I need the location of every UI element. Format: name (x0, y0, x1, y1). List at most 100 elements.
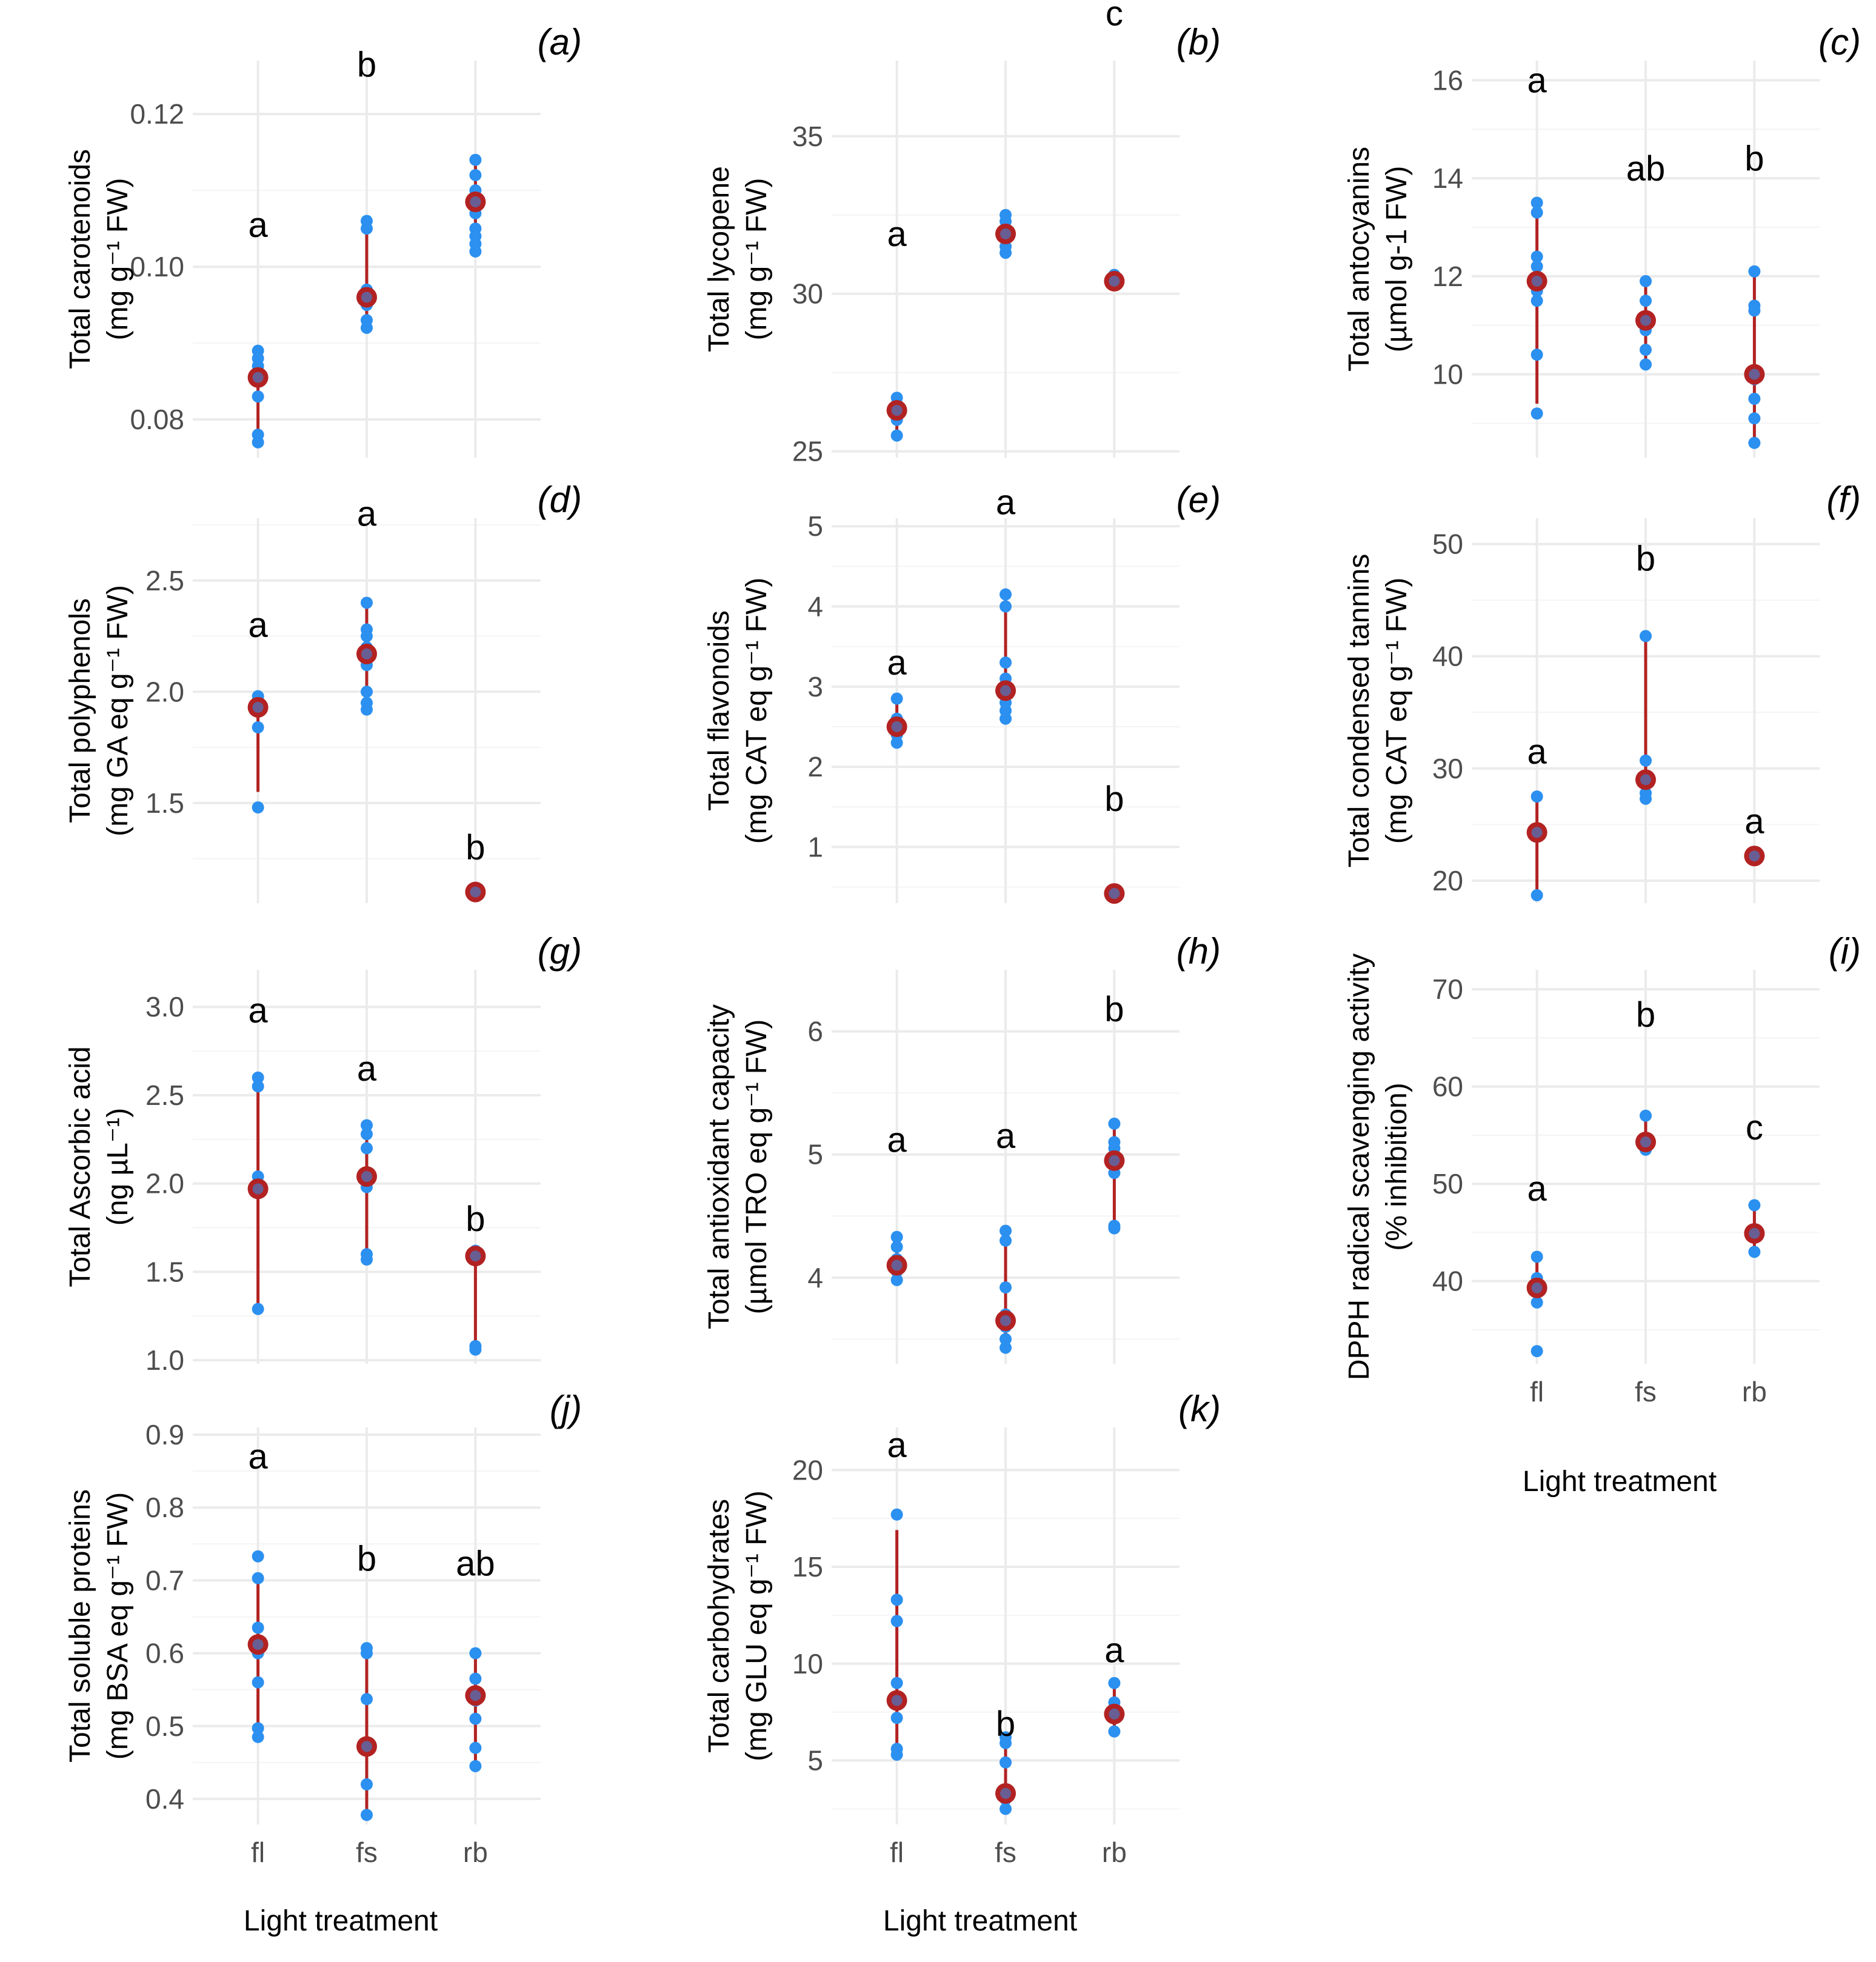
mean-point-overlap (1000, 1315, 1011, 1326)
data-point (1000, 1234, 1012, 1247)
mean-point-overlap (361, 1171, 372, 1183)
y-axis-title-line: (mg GA eq g⁻¹ FW) (102, 585, 134, 836)
data-point (252, 1550, 264, 1563)
data-point (361, 696, 373, 709)
y-tick-label: 0.10 (130, 251, 184, 282)
y-tick-label: 1.0 (145, 1344, 184, 1376)
significance-letter: a (1744, 802, 1764, 841)
y-tick-label: 40 (1432, 1266, 1463, 1297)
y-tick-label: 16 (1432, 64, 1463, 96)
significance-letter: a (248, 1437, 268, 1477)
y-tick-label: 6 (807, 1016, 823, 1047)
y-axis-title-line: (µmol TRO eq g⁻¹ FW) (741, 1019, 773, 1315)
y-tick-label: 0.4 (145, 1783, 184, 1815)
mean-point-overlap (252, 1183, 264, 1195)
data-point (890, 1241, 903, 1253)
data-point (1748, 265, 1761, 278)
data-point (1640, 1109, 1652, 1122)
mean-point-overlap (1749, 1227, 1760, 1239)
y-axis-title-line: (mg CAT eq g⁻¹ FW) (741, 578, 773, 844)
data-point (890, 1615, 903, 1627)
data-point (252, 1730, 264, 1743)
data-point (469, 1340, 482, 1352)
data-point (1531, 260, 1543, 273)
data-point (252, 429, 264, 441)
data-point (361, 1142, 373, 1155)
y-tick-label: 0.7 (145, 1564, 184, 1596)
data-point (1000, 588, 1012, 601)
mean-point-overlap (891, 1695, 903, 1706)
y-axis-title-line: (mg g⁻¹ FW) (102, 178, 134, 341)
mean-point-overlap (361, 292, 372, 303)
y-axis-title-line: (mg g⁻¹ FW) (741, 178, 773, 341)
significance-letter: b (466, 1200, 485, 1239)
mean-point-overlap (891, 1260, 903, 1271)
mean-point-overlap (1531, 275, 1543, 287)
mean-point-overlap (891, 405, 903, 416)
data-point (1640, 754, 1652, 767)
mean-point-overlap (470, 1250, 481, 1262)
data-point (361, 1128, 373, 1141)
y-axis-title-line: (µmol g-1 FW) (1381, 166, 1413, 353)
y-axis-title-line: (% inhibition) (1381, 1083, 1413, 1250)
y-tick-label: 1 (807, 831, 823, 863)
y-tick-label: 1.5 (145, 787, 184, 819)
significance-letter: b (996, 1704, 1015, 1744)
y-axis-title-line: Total Ascorbic acid (64, 1046, 96, 1287)
panel-c: 10 12 14 16 Total antocyanins (µmol g-1 FW) (c… (1343, 22, 1861, 458)
y-tick-label: 70 (1432, 973, 1463, 1005)
y-tick-label: 0.9 (145, 1419, 184, 1450)
y-axis-title-line: (mg GLU eq g⁻¹ FW) (741, 1490, 773, 1761)
data-point (1531, 196, 1543, 209)
y-tick-label: 1.5 (145, 1256, 184, 1287)
data-point (1640, 275, 1652, 287)
data-point (252, 721, 264, 734)
y-tick-label: 2.5 (145, 1079, 184, 1111)
y-axis-title-line: Total polyphenols (64, 598, 96, 823)
significance-letter: a (996, 1116, 1016, 1156)
mean-point-overlap (252, 701, 264, 713)
x-tick-label: fs (356, 1837, 378, 1868)
y-tick-label: 20 (792, 1454, 823, 1486)
significance-letter: a (357, 1049, 377, 1089)
data-point (1000, 656, 1012, 669)
mean-point-overlap (1640, 1136, 1651, 1148)
significance-letter: b (357, 1539, 376, 1578)
y-tick-label: 0.8 (145, 1492, 184, 1523)
y-axis-title: Total flavonoids (mg CAT eq g⁻¹ FW) (703, 578, 773, 844)
y-tick-label: 2.0 (145, 676, 184, 707)
y-axis-title-line: Total soluble proteins (64, 1489, 96, 1763)
panel-tag: (k) (1178, 1389, 1221, 1429)
data-point (890, 692, 903, 705)
significance-letter: b (1104, 990, 1124, 1029)
data-point (890, 1677, 903, 1689)
data-point (1000, 1756, 1012, 1769)
data-point (890, 1230, 903, 1243)
significance-letter: a (887, 1426, 907, 1465)
y-axis-title: Total lycopene (mg g⁻¹ FW) (703, 166, 773, 352)
significance-letter: ab (1626, 149, 1666, 189)
data-point (469, 169, 482, 181)
data-point (361, 1642, 373, 1655)
mean-point-overlap (1000, 228, 1011, 239)
mean-point-overlap (1109, 1155, 1120, 1166)
mean-point-overlap (361, 1741, 372, 1752)
y-tick-label: 50 (1432, 529, 1463, 560)
significance-letter: a (357, 495, 377, 534)
x-tick-label: fs (995, 1837, 1016, 1868)
mean-point-overlap (470, 196, 481, 208)
y-tick-label: 5 (807, 510, 823, 542)
mean-point-overlap (1109, 275, 1120, 287)
significance-letter: a (887, 215, 907, 254)
data-point (1531, 349, 1543, 361)
panel-tag: (f) (1826, 479, 1861, 520)
x-tick-label: fl (251, 1837, 265, 1868)
data-point (361, 314, 373, 327)
panel-tag: (e) (1177, 479, 1221, 520)
y-tick-label: 40 (1432, 641, 1463, 672)
y-axis-title-line: (ng µL⁻¹) (102, 1108, 134, 1226)
y-axis-title-line: Total lycopene (703, 166, 735, 352)
y-tick-label: 0.6 (145, 1638, 184, 1669)
significance-letter: a (887, 643, 907, 682)
